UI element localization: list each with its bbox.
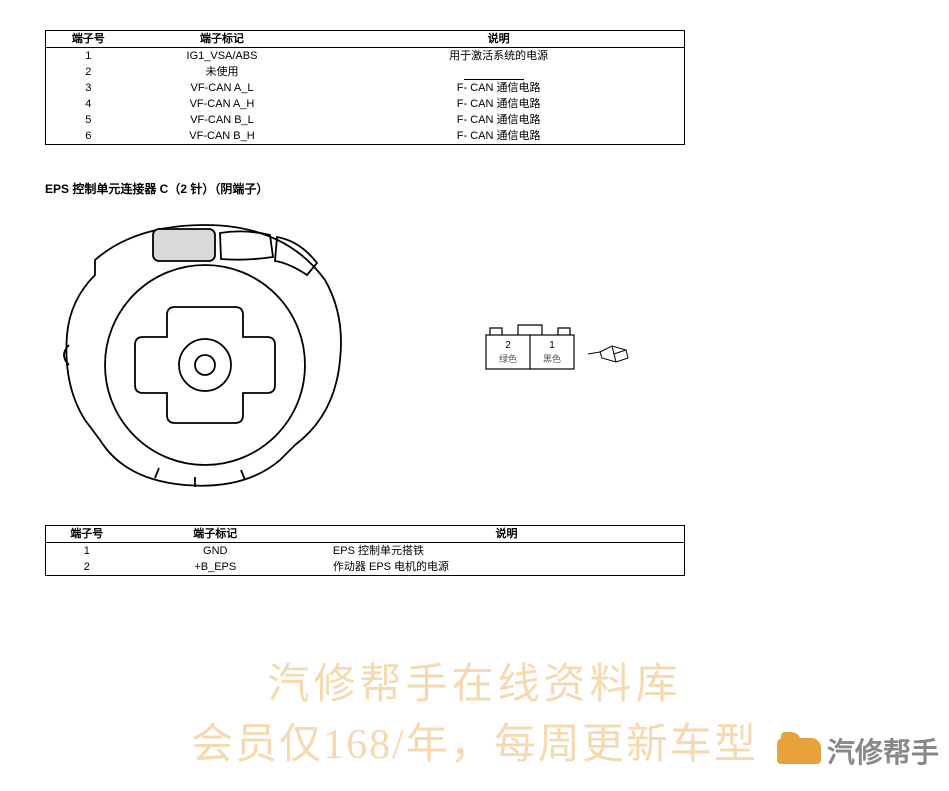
table-row: 2 未使用 <box>46 64 685 80</box>
table-row: 6 VF-CAN B_H F- CAN 通信电路 <box>46 128 685 145</box>
terminal-table-2: 端子号 端子标记 说明 1 GND EPS 控制单元搭铁 2 +B_EPS 作动… <box>45 525 685 576</box>
table-row: 3 VF-CAN A_L F- CAN 通信电路 <box>46 80 685 96</box>
table-row: 2 +B_EPS 作动器 EPS 电机的电源 <box>46 559 685 576</box>
car-icon <box>777 738 821 764</box>
pin2-num: 2 <box>505 340 511 351</box>
table-row: 1 GND EPS 控制单元搭铁 <box>46 543 685 560</box>
terminal-table-1: 端子号 端子标记 说明 1 IG1_VSA/ABS 用于激活系统的电源 2 未使… <box>45 30 685 145</box>
pin1-color: 黑色 <box>543 353 561 364</box>
watermark-line1: 汽修帮手在线资料库 <box>0 650 949 711</box>
th-mark: 端子标记 <box>128 526 303 543</box>
brand-logo-text: 汽修帮手 <box>827 731 939 771</box>
pin1-num: 1 <box>549 340 555 351</box>
th-desc: 说明 <box>303 526 685 543</box>
th-desc: 说明 <box>313 31 684 48</box>
th-mark: 端子标记 <box>131 31 314 48</box>
pin2-color: 绿色 <box>499 353 517 364</box>
eps-unit-diagram <box>45 215 365 495</box>
brand-logo: 汽修帮手 <box>777 731 939 771</box>
th-num: 端子号 <box>46 31 131 48</box>
table-row: 4 VF-CAN A_H F- CAN 通信电路 <box>46 96 685 112</box>
table-row: 1 IG1_VSA/ABS 用于激活系统的电源 <box>46 48 685 65</box>
th-num: 端子号 <box>46 526 128 543</box>
table-row: 5 VF-CAN B_L F- CAN 通信电路 <box>46 112 685 128</box>
section-title: EPS 控制单元连接器 C（2 针）（阴端子） <box>45 180 268 197</box>
connector-pinout: 2 绿色 1 黑色 <box>480 320 680 380</box>
